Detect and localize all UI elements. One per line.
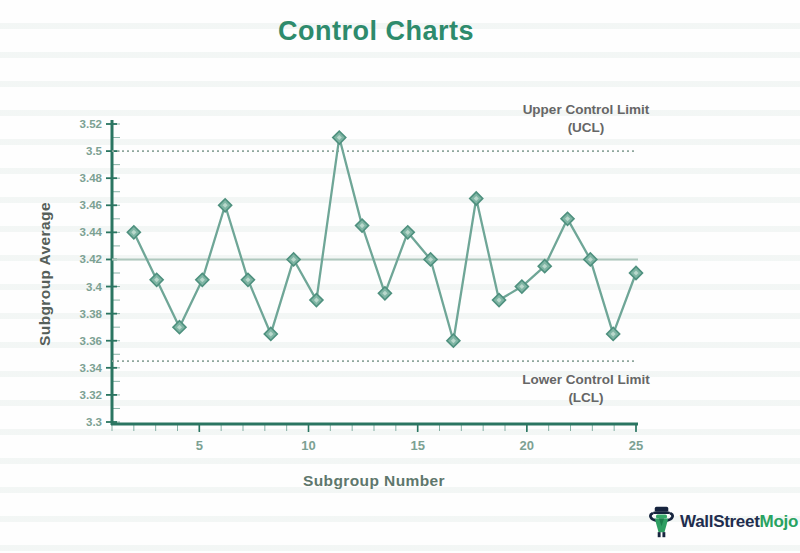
lcl-label-line2: (LCL) xyxy=(480,389,692,407)
y-tick-label: 3.46 xyxy=(80,199,102,211)
x-tick-label: 10 xyxy=(301,438,315,453)
lcl-label-line1: Lower Control Limit xyxy=(480,371,692,389)
chart-plot-area: 3.52 3.5 3.48 3.46 3.44 3.42 3.4 3.38 3.36 3.34 3.… xyxy=(0,0,800,553)
y-tick-label: 3.42 xyxy=(80,253,102,265)
wallstreetmojo-mascot-icon xyxy=(648,504,675,540)
logo-text-primary: WallStreet xyxy=(680,512,760,531)
ucl-label-line1: Upper Control Limit xyxy=(480,101,692,119)
ucl-label: Upper Control Limit (UCL) xyxy=(480,101,692,137)
lcl-label: Lower Control Limit (LCL) xyxy=(480,371,692,407)
control-chart-figure: Control Charts 3.523.53.483.463.443.423.… xyxy=(0,0,800,553)
x-tick-label: 15 xyxy=(410,438,424,453)
y-tick-label: 3.3 xyxy=(86,416,102,428)
y-axis-title: Subgroup Average xyxy=(36,162,60,386)
y-tick-label: 3.34 xyxy=(80,362,103,374)
y-tick-label: 3.48 xyxy=(80,172,103,184)
y-tick-label: 3.32 xyxy=(80,389,102,401)
y-tick-label: 3.5 xyxy=(86,145,103,157)
y-tick-label: 3.52 xyxy=(80,118,102,130)
logo-text-accent: Mojo xyxy=(760,512,798,531)
x-tick-label: 25 xyxy=(629,438,643,453)
y-tick-label: 3.44 xyxy=(80,226,103,238)
x-tick-label: 20 xyxy=(520,438,534,453)
y-tick-label: 3.36 xyxy=(80,335,102,347)
ucl-label-line2: (UCL) xyxy=(480,119,692,137)
wallstreetmojo-logo[interactable]: WallStreetMojo xyxy=(648,501,798,543)
series-line xyxy=(134,138,636,341)
wallstreetmojo-wordmark: WallStreetMojo xyxy=(680,512,798,532)
x-tick-label: 5 xyxy=(196,438,203,453)
y-tick-label: 3.38 xyxy=(80,308,103,320)
y-tick-label: 3.4 xyxy=(86,281,103,293)
x-axis-title: Subgroup Number xyxy=(174,472,574,490)
